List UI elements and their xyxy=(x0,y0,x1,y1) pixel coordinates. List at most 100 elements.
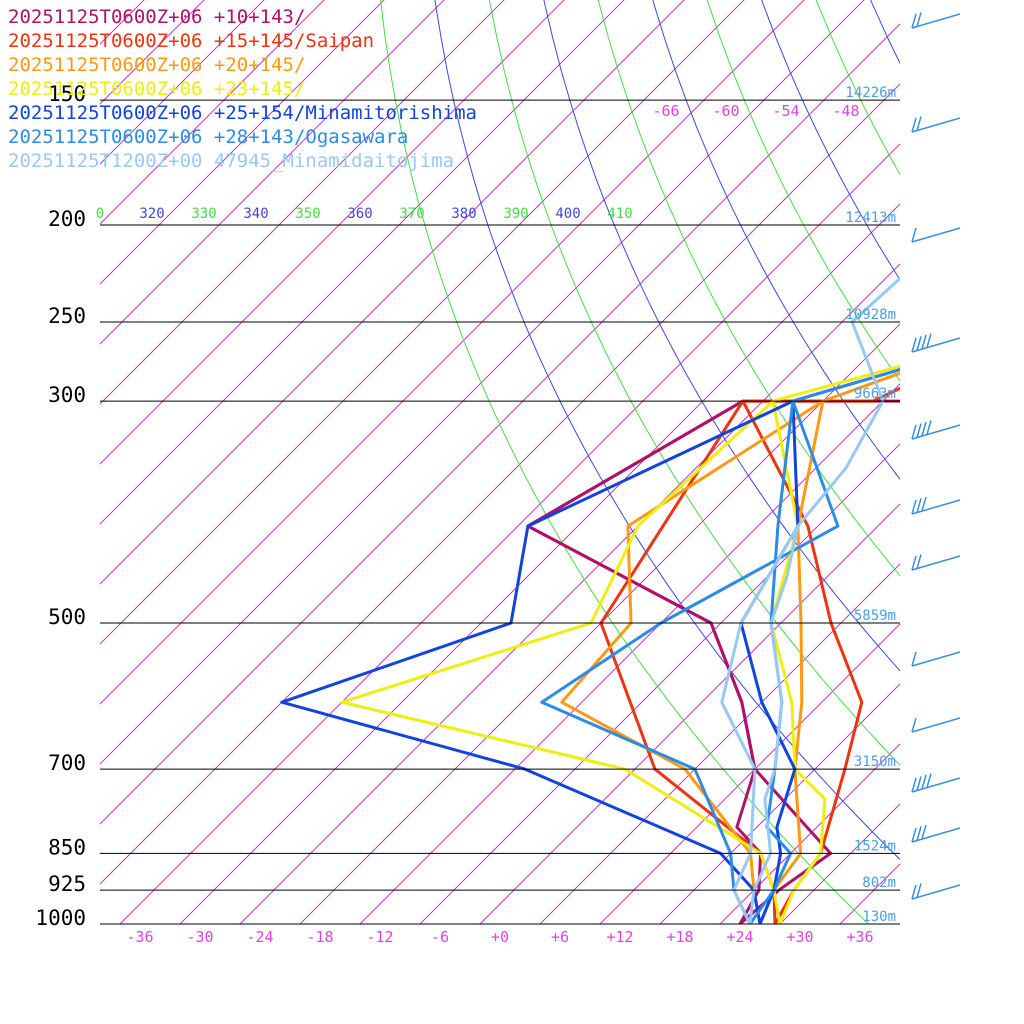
height-label: 130m xyxy=(862,909,896,925)
isotherm-line xyxy=(100,0,625,525)
x-tick-label: -36 xyxy=(126,928,153,946)
dewpoint-line xyxy=(280,399,794,924)
pressure-label: 500 xyxy=(48,605,86,629)
wind-barb xyxy=(911,651,961,667)
pressure-label: 700 xyxy=(48,751,86,775)
theta-line xyxy=(488,0,900,766)
isotherm-label: -66 xyxy=(652,102,679,120)
isotherm-line xyxy=(299,323,900,924)
height-label: 9663m xyxy=(854,386,896,402)
height-label: 12413m xyxy=(845,210,896,226)
temperature-line xyxy=(758,371,900,924)
wind-barb-flag xyxy=(911,777,917,793)
wind-barb xyxy=(911,424,961,440)
wind-barb-flag xyxy=(916,826,922,841)
wind-barb xyxy=(911,499,961,515)
theta-label: 330 xyxy=(191,206,216,222)
isotherm-line xyxy=(359,383,900,924)
wind-barb-flag xyxy=(911,555,917,571)
wind-barb xyxy=(911,777,961,793)
wind-barb-flag xyxy=(921,824,927,840)
wind-barb-flag xyxy=(921,334,927,350)
legend-entry: 20251125T0600Z+06 +15+145/Saipan xyxy=(8,30,374,52)
isotherm-label: -54 xyxy=(772,102,799,120)
x-tick-label: +18 xyxy=(666,928,693,946)
dewpoint-line xyxy=(540,400,840,924)
legend-entry: 20251125T1200Z+00 47945_Minamidaitojima xyxy=(8,150,454,172)
pressure-label: 925 xyxy=(48,872,86,896)
height-label: 1524m xyxy=(854,838,896,854)
x-tick-label: +0 xyxy=(491,928,509,946)
theta-line xyxy=(652,0,900,480)
isotherm-line xyxy=(100,0,805,705)
isotherm-line xyxy=(960,0,1024,924)
theta-label: 370 xyxy=(399,206,424,222)
isotherm-line xyxy=(100,0,865,765)
isotherm-line xyxy=(479,503,900,924)
wind-barb-flag xyxy=(916,554,922,569)
legend: 20251125T0600Z+06 +10+143/20251125T0600Z… xyxy=(8,6,477,172)
x-tick-label: +36 xyxy=(846,928,873,946)
theta-line xyxy=(706,0,900,382)
legend-entry: 20251125T0600Z+06 +10+143/ xyxy=(8,6,305,28)
isotherm-line xyxy=(539,563,900,924)
dewpoint-line xyxy=(340,399,782,924)
wind-barb-flag xyxy=(916,883,922,898)
theta-label: 400 xyxy=(555,206,580,222)
isotherm-line xyxy=(659,683,900,924)
height-label: 10928m xyxy=(845,307,896,323)
height-label: 802m xyxy=(862,875,896,891)
theta-label: 340 xyxy=(243,206,268,222)
isotherm-line xyxy=(119,143,900,924)
height-label: 3150m xyxy=(854,754,896,770)
wind-barb-flag xyxy=(916,336,922,351)
pressure-label: 1000 xyxy=(35,906,86,930)
isotherm-line xyxy=(100,23,900,825)
x-tick-label: +24 xyxy=(726,928,753,946)
wind-barb-flag xyxy=(911,337,917,353)
height-label: 14226m xyxy=(845,85,896,101)
isotherm-line xyxy=(239,263,900,924)
pressure-label: 300 xyxy=(48,383,86,407)
isotherm-label: -48 xyxy=(832,102,859,120)
legend-entry: 20251125T0600Z+06 +28+143/Ogasawara xyxy=(8,126,408,148)
isotherm-line xyxy=(599,623,900,924)
wind-barb-flag xyxy=(911,117,917,133)
temperature-line xyxy=(748,368,900,924)
isotherm-line xyxy=(719,743,900,924)
theta-line xyxy=(543,0,900,672)
wind-barb-flag xyxy=(916,12,922,27)
x-tick-label: -18 xyxy=(306,928,333,946)
pressure-label: 150 xyxy=(48,82,86,106)
isotherm-label: -60 xyxy=(712,102,739,120)
wind-barb-flag xyxy=(916,498,922,513)
x-tick-label: -30 xyxy=(186,928,213,946)
wind-barb-flag xyxy=(926,333,932,348)
wind-barb-flag xyxy=(926,420,932,435)
isotherm-line xyxy=(100,0,745,645)
pressure-label: 250 xyxy=(48,304,86,328)
wind-barb-flag xyxy=(916,116,922,131)
wind-barb-flag xyxy=(911,717,917,733)
wind-barb-flag xyxy=(911,499,917,515)
legend-entry: 20251125T0600Z+06 +23+145/ xyxy=(8,78,305,100)
temperature-line xyxy=(769,364,900,924)
wind-barb xyxy=(911,117,961,133)
x-tick-label: +6 xyxy=(551,928,569,946)
wind-barb-flag xyxy=(916,423,922,438)
isotherm-line xyxy=(419,443,900,924)
theta-label: 410 xyxy=(607,206,632,222)
wind-barb-flag xyxy=(911,13,917,29)
wind-barb xyxy=(911,337,961,353)
wind-barb xyxy=(911,227,961,243)
wind-barb-flag xyxy=(921,421,927,437)
theta-label: 320 xyxy=(139,206,164,222)
temperature-line xyxy=(526,399,900,924)
isotherm-line xyxy=(779,803,900,924)
isotherm-line xyxy=(100,83,900,885)
pressure-label: 850 xyxy=(48,835,86,859)
pressure-label: 200 xyxy=(48,207,86,231)
theta-line xyxy=(380,0,870,924)
wind-barb-flag xyxy=(921,496,927,512)
